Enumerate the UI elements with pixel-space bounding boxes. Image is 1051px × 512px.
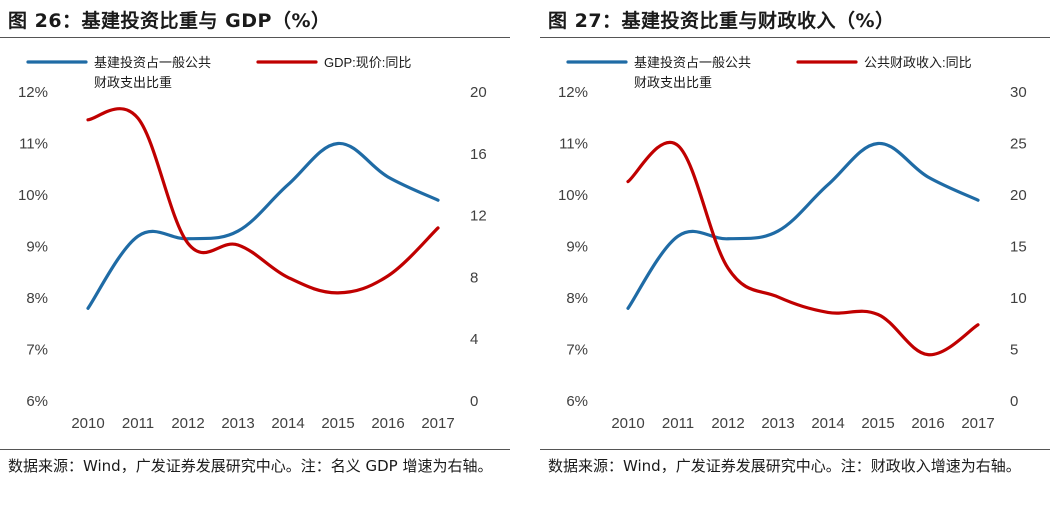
y-left-tick-label: 7% — [566, 342, 588, 359]
x-tick-label: 2017 — [421, 415, 454, 432]
source-divider — [540, 449, 1050, 450]
y-right-tick-label: 20 — [470, 84, 487, 101]
y-left-tick-label: 11% — [559, 136, 588, 153]
x-tick-label: 2014 — [811, 415, 844, 432]
x-tick-label: 2016 — [371, 415, 404, 432]
x-tick-label: 2011 — [662, 415, 694, 432]
x-tick-label: 2015 — [321, 415, 354, 432]
legend-label: 基建投资占一般公共 — [94, 55, 211, 70]
line-chart-gdp: 6% 7% 8% 9% 10% 11% 12% 0 4 8 12 16 20 2010 2011 2012 20… — [18, 55, 487, 432]
chart-title: 图 26：基建投资比重与 GDP（%） — [8, 10, 331, 32]
y-right-tick-label: 15 — [1010, 239, 1027, 256]
legend-label: 财政支出比重 — [94, 75, 172, 90]
chart-title: 图 27：基建投资比重与财政收入（%） — [548, 10, 895, 32]
y-right-tick-label: 25 — [1010, 136, 1027, 153]
legend-label: GDP:现价:同比 — [324, 55, 411, 70]
x-tick-label: 2012 — [711, 415, 744, 432]
source-divider — [0, 449, 510, 450]
y-right-tick-label: 10 — [1010, 290, 1027, 307]
x-tick-label: 2013 — [221, 415, 254, 432]
y-left-tick-label: 12% — [18, 84, 48, 101]
x-tick-label: 2015 — [861, 415, 894, 432]
y-right-tick-label: 0 — [1010, 393, 1018, 410]
series-line-growth-rate — [626, 141, 980, 357]
y-left-tick-label: 7% — [26, 342, 48, 359]
y-left-tick-label: 10% — [558, 187, 588, 204]
x-tick-label: 2017 — [961, 415, 994, 432]
y-left-tick-label: 9% — [566, 239, 588, 256]
y-right-tick-label: 8 — [470, 269, 478, 286]
y-right-tick-label: 30 — [1010, 84, 1027, 101]
y-right-tick-label: 12 — [470, 208, 487, 225]
chart-panel-left: 图 26：基建投资比重与 GDP（%） 6% 7% 8% 9% 10% 11% 12% 0 4 8… — [0, 0, 510, 512]
y-right-tick-label: 5 — [1010, 342, 1018, 359]
line-chart-fiscal-revenue: 6% 7% 8% 9% 10% 11% 12% 0 5 10 15 20 25 30 2010 2011 201… — [558, 55, 1027, 432]
y-left-tick-label: 6% — [566, 393, 588, 410]
source-note: 数据来源：Wind，广发证券发展研究中心。注：名义 GDP 增速为右轴。 — [8, 457, 493, 475]
y-left-tick-label: 8% — [566, 290, 588, 307]
series-line-infrastructure-share — [86, 141, 440, 310]
x-tick-label: 2010 — [71, 415, 104, 432]
series-line-growth-rate — [86, 107, 440, 295]
x-tick-label: 2014 — [271, 415, 304, 432]
x-tick-label: 2016 — [911, 415, 944, 432]
legend-label: 基建投资占一般公共 — [634, 55, 751, 70]
x-tick-label: 2010 — [611, 415, 644, 432]
y-right-tick-label: 16 — [470, 146, 487, 163]
series-line-infrastructure-share — [626, 141, 980, 310]
y-left-tick-label: 10% — [18, 187, 48, 204]
title-divider — [0, 37, 510, 38]
y-left-tick-label: 6% — [26, 393, 48, 410]
y-right-tick-label: 20 — [1010, 187, 1027, 204]
chart-panel-right: 图 27：基建投资比重与财政收入（%） 6% 7% 8% 9% 10% 11% 12% 0 5 1… — [540, 0, 1050, 512]
x-tick-label: 2013 — [761, 415, 794, 432]
y-right-tick-label: 0 — [470, 393, 478, 410]
legend-label: 公共财政收入:同比 — [864, 55, 972, 70]
y-left-tick-label: 8% — [26, 290, 48, 307]
legend-label: 财政支出比重 — [634, 75, 712, 90]
y-right-tick-label: 4 — [470, 331, 478, 348]
title-divider — [540, 37, 1050, 38]
source-note: 数据来源：Wind，广发证券发展研究中心。注：财政收入增速为右轴。 — [548, 457, 1021, 475]
y-left-tick-label: 9% — [26, 239, 48, 256]
x-tick-label: 2011 — [122, 415, 154, 432]
x-tick-label: 2012 — [171, 415, 204, 432]
y-left-tick-label: 11% — [19, 136, 48, 153]
y-left-tick-label: 12% — [558, 84, 588, 101]
